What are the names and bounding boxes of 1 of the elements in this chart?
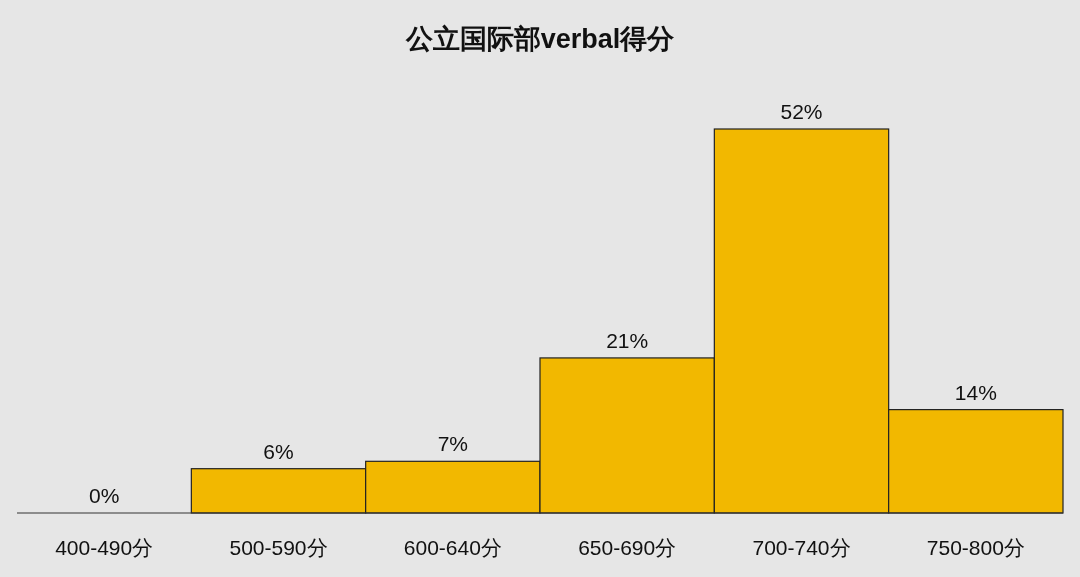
title: 公立国际部verbal得分 <box>405 24 675 54</box>
